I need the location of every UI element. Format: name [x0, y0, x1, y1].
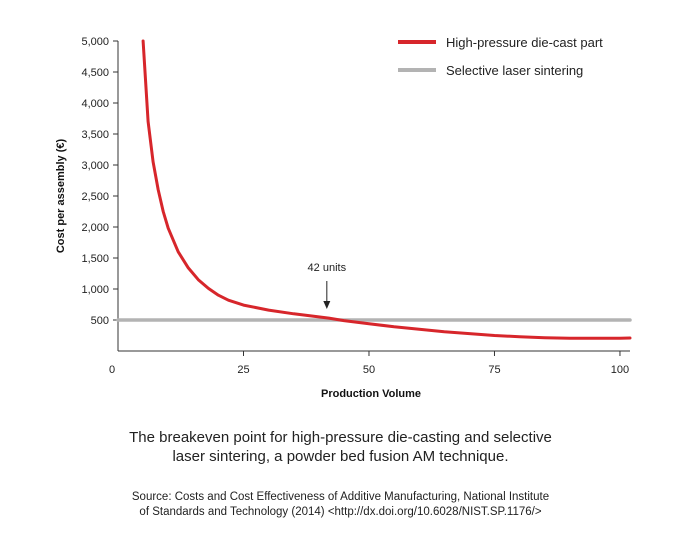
annotation: 42 units — [308, 262, 347, 309]
x-tick-label: 75 — [488, 364, 500, 376]
source-note: Source: Costs and Cost Effectiveness of … — [0, 490, 681, 520]
y-tick-label: 500 — [91, 315, 109, 327]
source-line-2: of Standards and Technology (2014) <http… — [139, 506, 542, 518]
y-tick-label: 2,500 — [81, 191, 109, 203]
x-tick-label: 100 — [611, 364, 629, 376]
legend-label: Selective laser sintering — [446, 63, 583, 78]
tick-labels: 5001,0001,5002,0002,5003,0003,5004,0004,… — [81, 36, 629, 376]
y-tick-label: 1,000 — [81, 284, 109, 296]
y-tick-label: 5,000 — [81, 36, 109, 48]
x-tick-label: 0 — [109, 364, 115, 376]
y-tick-label: 2,000 — [81, 222, 109, 234]
caption-line-2: laser sintering, a powder bed fusion AM … — [172, 448, 509, 465]
y-tick-label: 4,000 — [81, 98, 109, 110]
y-tick-label: 3,500 — [81, 129, 109, 141]
axes — [113, 40, 630, 356]
y-tick-label: 1,500 — [81, 253, 109, 265]
x-tick-label: 50 — [363, 364, 375, 376]
y-tick-label: 3,000 — [81, 160, 109, 172]
series-lines — [116, 39, 632, 340]
x-tick-label: 25 — [237, 364, 249, 376]
legend-label: High-pressure die-cast part — [446, 35, 603, 50]
annotation-arrow-head — [323, 301, 331, 309]
source-line-1: Source: Costs and Cost Effectiveness of … — [131, 491, 550, 503]
x-axis-label: Production Volume — [321, 388, 421, 400]
caption-line-1: The breakeven point for high-pressure di… — [129, 429, 552, 446]
y-axis-label: Cost per assembly (€) — [55, 139, 67, 254]
legend: High-pressure die-cast part Selective las… — [398, 35, 603, 78]
series-line-die-cast — [141, 39, 632, 340]
annotation-label: 42 units — [308, 262, 347, 274]
chart: 5001,0001,5002,0002,5003,0003,5004,0004,… — [55, 35, 632, 400]
caption: The breakeven point for high-pressure di… — [0, 428, 681, 466]
y-tick-label: 4,500 — [81, 67, 109, 79]
